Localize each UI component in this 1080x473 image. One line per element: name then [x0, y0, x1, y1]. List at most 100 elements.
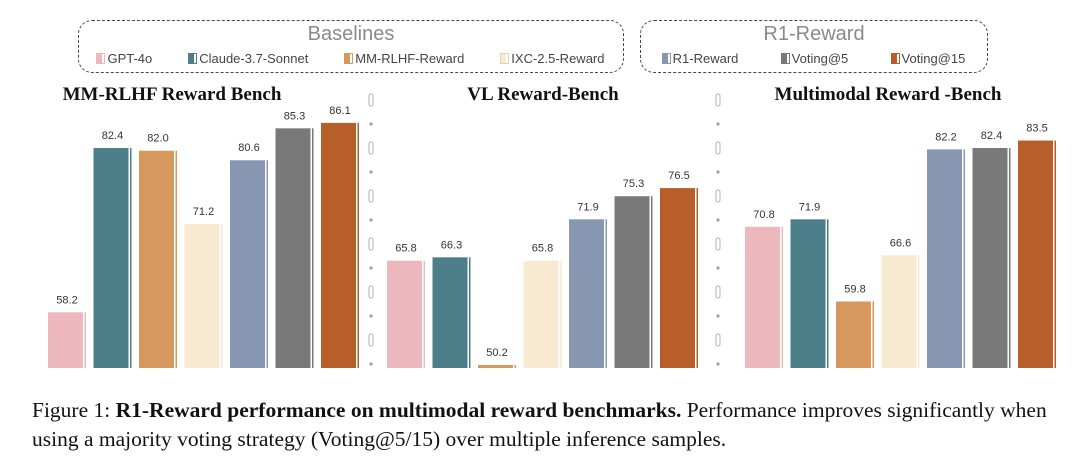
bar — [660, 188, 698, 368]
bar-edge — [174, 150, 176, 368]
separator-mark — [369, 122, 373, 126]
separator-mark — [715, 237, 721, 251]
r1-reward-legend-title: R1-Reward — [763, 23, 865, 45]
chart-title: MM-RLHF Reward Bench — [63, 84, 282, 105]
chart-title: Multimodal Reward -Bench — [775, 84, 1002, 105]
data-label: 75.3 — [623, 178, 644, 190]
separator-mark — [368, 141, 374, 155]
data-label: 82.0 — [147, 133, 168, 145]
legend-label: Voting@15 — [901, 51, 966, 66]
bar — [614, 196, 653, 368]
data-label: 59.8 — [844, 283, 865, 295]
legend-label: MM-RLHF-Reward — [355, 51, 465, 66]
separator-mark — [716, 362, 720, 366]
bar-edge — [356, 122, 358, 369]
separator-mark — [369, 218, 373, 222]
legend-label: Claude-3.7-Sonnet — [199, 51, 309, 66]
data-label: 70.8 — [753, 209, 774, 221]
bar — [745, 226, 783, 368]
data-label: 65.8 — [395, 243, 416, 255]
bar — [569, 219, 607, 368]
legend-swatch — [500, 53, 510, 64]
bar-edge — [513, 365, 515, 368]
bar — [275, 128, 314, 368]
separator-mark — [715, 189, 721, 203]
legend-swatch — [780, 53, 790, 64]
baselines-legend-item: IXC-2.5-Reward — [500, 51, 604, 66]
separator-mark — [716, 170, 720, 174]
data-label: 86.1 — [329, 105, 350, 117]
baselines-legend-title: Baselines — [307, 23, 395, 45]
separator-mark — [716, 314, 720, 318]
r1-reward-legend-item: R1-Reward — [661, 51, 739, 66]
data-label: 50.2 — [486, 347, 507, 359]
baselines-legend-item: MM-RLHF-Reward — [344, 51, 465, 66]
legend-swatch — [344, 53, 354, 64]
bar-edge — [422, 260, 424, 368]
bar — [432, 257, 471, 368]
legend-swatch — [96, 53, 106, 64]
data-label: 66.6 — [890, 237, 911, 249]
separator-mark — [368, 93, 374, 107]
bar — [321, 122, 359, 369]
legend-label: Voting@5 — [791, 51, 849, 66]
data-label: 65.8 — [532, 243, 553, 255]
bar-edge — [825, 219, 827, 368]
separator-mark — [715, 93, 721, 107]
bar-edge — [962, 149, 964, 368]
data-label: 71.9 — [577, 201, 598, 213]
separator-mark — [368, 285, 374, 299]
baselines-legend-items: GPT-4o Claude-3.7-Sonnet MM-RLHF-Reward IXC… — [79, 51, 623, 66]
legend-swatch — [661, 53, 671, 64]
bar-edge — [695, 188, 697, 368]
data-label: 71.2 — [193, 206, 214, 218]
data-label: 82.4 — [102, 130, 123, 142]
bar-edge — [1053, 140, 1055, 368]
bar-edge — [558, 260, 560, 368]
baselines-legend-item: Claude-3.7-Sonnet — [188, 51, 309, 66]
separator-mark — [716, 122, 720, 126]
bar — [523, 260, 562, 368]
bar-edge — [1007, 148, 1009, 368]
data-label: 76.5 — [668, 170, 689, 182]
legend-label: GPT-4o — [107, 51, 153, 66]
bar — [881, 255, 920, 368]
separator-mark — [715, 333, 721, 347]
bar-edge — [265, 160, 267, 368]
r1-reward-legend-items: R1-Reward Voting@5 Voting@15 — [641, 51, 987, 66]
separator-mark — [369, 170, 373, 174]
bar — [1018, 140, 1056, 368]
data-label: 82.2 — [935, 131, 956, 143]
r1-reward-legend-item: Voting@15 — [890, 51, 966, 66]
bar-edge — [467, 257, 469, 368]
separator-mark — [369, 362, 373, 366]
bar — [230, 160, 268, 368]
bar-edge — [219, 224, 221, 368]
bar-edge — [128, 148, 130, 368]
baselines-legend-item: GPT-4o — [96, 51, 153, 66]
bar-edge — [916, 255, 918, 368]
figure-caption: Figure 1: R1-Reward performance on multi… — [32, 396, 1072, 454]
r1-reward-legend: R1-Reward R1-Reward Voting@5 Voting@15 — [640, 20, 988, 73]
bar — [478, 365, 516, 368]
bar-edge — [780, 226, 782, 368]
separator-mark — [716, 218, 720, 222]
bar — [93, 148, 132, 368]
bar — [972, 148, 1011, 368]
separator-mark — [368, 237, 374, 251]
data-label: 83.5 — [1026, 123, 1047, 135]
caption-bold: R1-Reward performance on multimodal rewa… — [115, 398, 682, 422]
bar — [184, 224, 223, 368]
data-label: 82.4 — [981, 130, 1002, 142]
data-label: 71.9 — [799, 201, 820, 213]
r1-reward-legend-item: Voting@5 — [780, 51, 849, 66]
legend-swatch — [188, 53, 198, 64]
baselines-legend: Baselines GPT-4o Claude-3.7-Sonnet MM-RLHF… — [78, 20, 624, 73]
legend-label: R1-Reward — [672, 51, 739, 66]
separator-mark — [369, 266, 373, 270]
separator-mark — [369, 314, 373, 318]
bar — [836, 301, 874, 368]
bar — [139, 150, 177, 368]
data-label: 80.6 — [238, 142, 259, 154]
caption-rest: Performance improves significantly when … — [32, 398, 1047, 451]
